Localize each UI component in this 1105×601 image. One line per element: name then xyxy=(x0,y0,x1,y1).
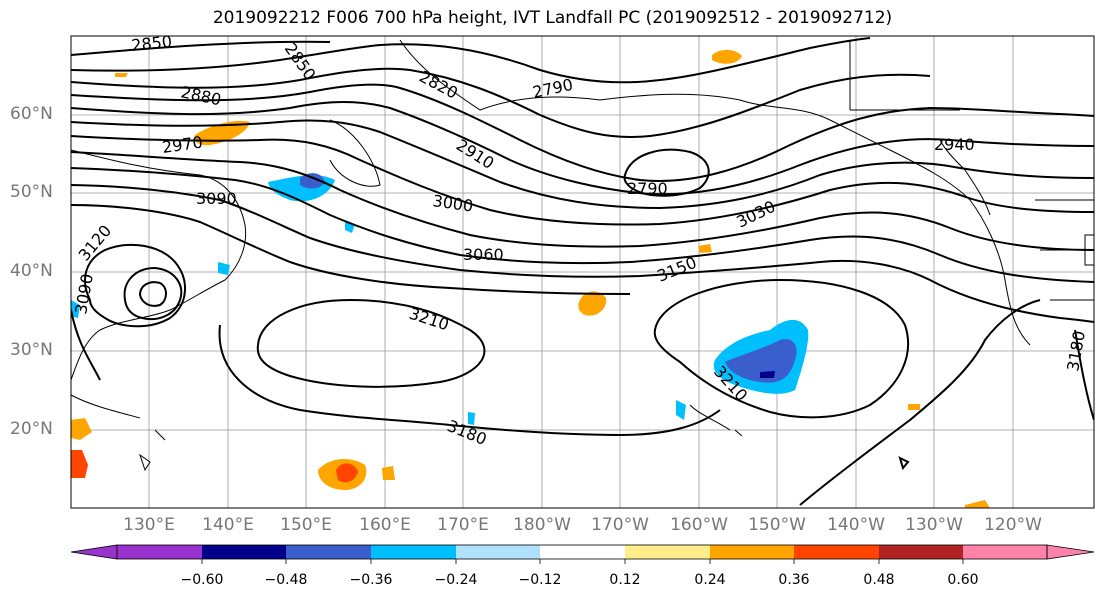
lon-label: 180°W xyxy=(513,515,571,535)
lat-label: 40°N xyxy=(10,261,53,281)
colorbar-segment xyxy=(371,545,456,559)
colorbar-tick-label: −0.24 xyxy=(434,572,478,588)
lon-label: 170°E xyxy=(437,515,489,535)
colorbar-segment xyxy=(710,545,794,559)
lon-label: 140°W xyxy=(827,515,885,535)
colorbar-tick-label: 0.12 xyxy=(609,572,641,588)
colorbar-segment xyxy=(879,545,963,559)
lon-label: 120°W xyxy=(984,515,1042,535)
contour-label: 3090 xyxy=(196,189,237,208)
colorbar-segment xyxy=(794,545,879,559)
colorbar-segment xyxy=(625,545,710,559)
lon-label: 160°E xyxy=(359,515,411,535)
colorbar-segment xyxy=(202,545,286,559)
colorbar-segment xyxy=(286,545,371,559)
lon-label: 140°E xyxy=(202,515,254,535)
lon-label: 130°W xyxy=(905,515,963,535)
lon-label: 170°W xyxy=(591,515,649,535)
map-frame xyxy=(70,35,1095,509)
colorbar-tick-label: −0.12 xyxy=(518,572,562,588)
map-title: 2019092212 F006 700 hPa height, IVT Land… xyxy=(212,8,893,28)
contour-label: 2940 xyxy=(934,135,975,154)
colorbar-segment xyxy=(963,545,1047,559)
lon-label: 150°W xyxy=(748,515,806,535)
colorbar-tick-label: 0.24 xyxy=(694,572,726,588)
colorbar-segment xyxy=(456,545,540,559)
lat-label: 50°N xyxy=(10,182,53,202)
colorbar-tick-label: 0.48 xyxy=(863,572,895,588)
colorbar-segment xyxy=(540,545,625,559)
colorbar-tick-label: −0.48 xyxy=(264,572,308,588)
ivt-shading-negative xyxy=(71,173,809,425)
lon-label: 130°E xyxy=(123,515,175,535)
contour-label: 2790 xyxy=(627,179,668,198)
lon-label: 160°W xyxy=(670,515,728,535)
lat-label: 20°N xyxy=(10,419,53,439)
colorbar xyxy=(70,544,1095,564)
contour-label: 3060 xyxy=(463,245,504,264)
ivt-shading-positive xyxy=(71,49,990,508)
colorbar-extend-right xyxy=(1046,544,1095,560)
contour-label: 2850 xyxy=(130,32,172,55)
lat-label: 60°N xyxy=(10,104,53,124)
colorbar-extend-left xyxy=(70,544,118,560)
colorbar-tick-label: −0.36 xyxy=(349,572,393,588)
lon-label: 150°E xyxy=(280,515,332,535)
colorbar-tick-label: −0.60 xyxy=(180,572,224,588)
lat-label: 30°N xyxy=(10,340,53,360)
height-contours xyxy=(71,37,1094,506)
colorbar-border xyxy=(116,544,1048,560)
colorbar-segment xyxy=(117,545,202,559)
colorbar-tick-label: 0.60 xyxy=(947,572,979,588)
colorbar-tick-label: 0.36 xyxy=(778,572,810,588)
